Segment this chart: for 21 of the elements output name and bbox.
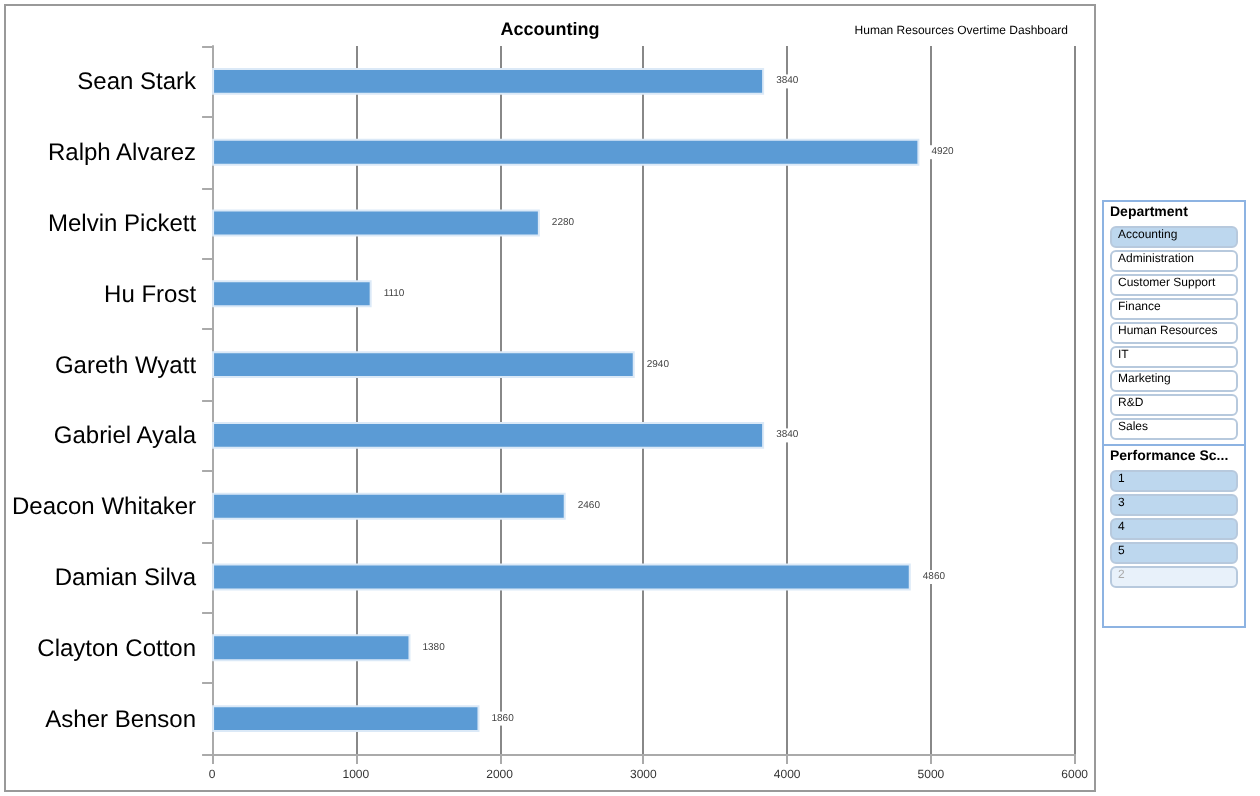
- y-tick-label: Sean Stark: [77, 67, 199, 96]
- y-tick-label: Damian Silva: [54, 563, 197, 591]
- y-tick-label: Deacon Whitaker: [11, 492, 197, 521]
- bar: [212, 563, 911, 591]
- bar: [212, 421, 765, 449]
- bar: [212, 67, 765, 95]
- bar: [212, 209, 540, 237]
- y-tick-label: Melvin Pickett: [48, 209, 198, 237]
- y-tick-label: Gabriel Ayala: [53, 421, 197, 450]
- y-tick-label: Clayton Cotton: [37, 633, 197, 662]
- bar: [212, 138, 920, 166]
- bar: [212, 634, 411, 662]
- bar: [212, 705, 480, 733]
- bar: [212, 280, 372, 308]
- y-tick-label: Hu Frost: [104, 279, 198, 308]
- y-tick-label: Asher Benson: [45, 704, 197, 733]
- bar: [212, 351, 635, 379]
- chart-title: Accounting: [500, 19, 600, 39]
- y-tick-label: Ralph Alvarez: [47, 138, 197, 167]
- bar: [212, 492, 566, 520]
- y-tick-label: Gareth Wyatt: [54, 350, 198, 379]
